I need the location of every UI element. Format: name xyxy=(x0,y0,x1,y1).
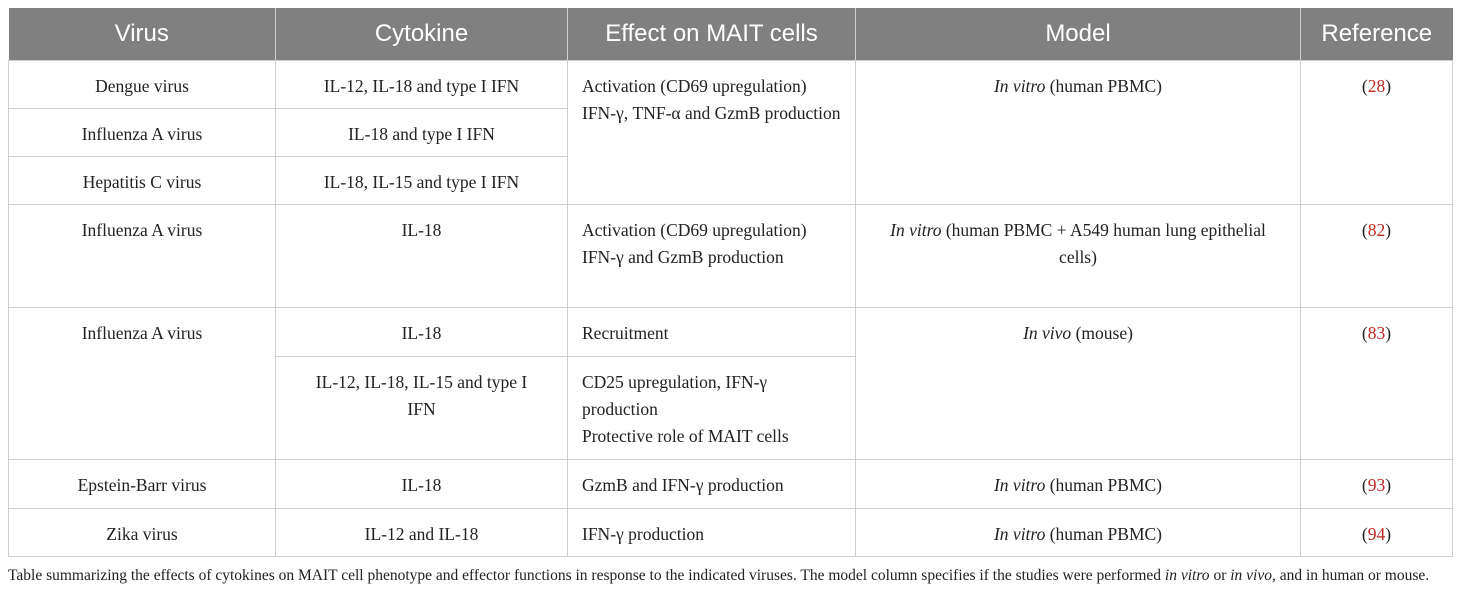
effect-line: IFN-γ and GzmB production xyxy=(582,247,784,267)
model-cell: In vivo (mouse) xyxy=(855,307,1301,460)
virus-cell: Hepatitis C virus xyxy=(8,156,276,205)
virus-cell: Epstein-Barr virus xyxy=(8,459,276,509)
header-cell: Cytokine xyxy=(275,8,568,61)
reference-cell: (83) xyxy=(1300,307,1453,460)
header-cell: Model xyxy=(855,8,1301,61)
effect-cell: Activation (CD69 upregulation) IFN-γ, TN… xyxy=(567,60,856,205)
paren: ( xyxy=(1361,323,1368,343)
model-text: (human PBMC) xyxy=(1045,475,1163,495)
header-cell: Reference xyxy=(1300,8,1453,61)
row: Influenza A virus IL-18 Recruitment In v… xyxy=(8,307,1453,460)
virus-cell: Zika virus xyxy=(8,508,276,557)
model-cell: In vitro (human PBMC + A549 human lung e… xyxy=(855,204,1301,308)
caption-italic: in vivo xyxy=(1230,567,1272,584)
virus-cell: Influenza A virus xyxy=(8,204,276,308)
reference-cell: (93) xyxy=(1300,459,1453,509)
reference-link[interactable]: 82 xyxy=(1367,220,1386,240)
reference-link[interactable]: 93 xyxy=(1367,475,1386,495)
row: Dengue virus IL-12, IL-18 and type I IFN… xyxy=(8,60,1453,205)
effect-cell: Recruitment xyxy=(567,307,856,357)
cytokine-cell: IL-18 xyxy=(275,307,568,357)
paren: ) xyxy=(1385,323,1392,343)
cytokine-cell: IL-18 xyxy=(275,204,568,308)
cytokine-cell: IL-18 and type I IFN xyxy=(275,108,568,157)
model-cell: In vitro (human PBMC) xyxy=(855,459,1301,509)
effect-line: GzmB and IFN-γ production xyxy=(582,475,784,495)
model-italic: In vitro xyxy=(890,220,942,240)
header-cell: Effect on MAIT cells xyxy=(567,8,856,61)
model-cell: In vitro (human PBMC) xyxy=(855,60,1301,205)
row: Influenza A virus IL-18 and type I IFN xyxy=(8,108,1453,157)
paren: ) xyxy=(1385,475,1392,495)
model-cell: In vitro (human PBMC) xyxy=(855,508,1301,557)
paren: ( xyxy=(1361,220,1368,240)
model-italic: In vitro xyxy=(993,76,1046,96)
table-caption: Table summarizing the effects of cytokin… xyxy=(8,565,1458,587)
model-italic: In vitro xyxy=(993,524,1046,544)
effect-line: IFN-γ production xyxy=(582,524,704,544)
row: Influenza A virus IL-18 Activation (CD69… xyxy=(8,204,1453,308)
model-text: (human PBMC) xyxy=(1045,76,1163,96)
table-head: Virus Cytokine Effect on MAIT cells Mode… xyxy=(8,8,1453,61)
effect-cell: Activation (CD69 upregulation) IFN-γ and… xyxy=(567,204,856,308)
caption-text: Table summarizing the effects of cytokin… xyxy=(8,567,1165,584)
data-table: Virus Cytokine Effect on MAIT cells Mode… xyxy=(8,8,1453,557)
effect-cell: IFN-γ production xyxy=(567,508,856,557)
reference-link[interactable]: 28 xyxy=(1367,76,1386,96)
paren: ) xyxy=(1385,220,1392,240)
effect-line: Recruitment xyxy=(582,323,669,343)
paren: ) xyxy=(1385,76,1392,96)
reference-link[interactable]: 83 xyxy=(1367,323,1386,343)
row: Zika virus IL-12 and IL-18 IFN-γ product… xyxy=(8,508,1453,557)
cytokine-cell: IL-12, IL-18, IL-15 and type I IFN xyxy=(275,356,568,460)
caption-text: , and in human or mouse. xyxy=(1271,567,1430,584)
effect-line: Protective role of MAIT cells xyxy=(582,426,789,446)
effect-cell: GzmB and IFN-γ production xyxy=(567,459,856,509)
cytokine-cell: IL-12, IL-18 and type I IFN xyxy=(275,60,568,109)
caption-italic: in vitro xyxy=(1164,567,1210,584)
table-body: Dengue virus IL-12, IL-18 and type I IFN… xyxy=(8,60,1453,557)
row: Hepatitis C virus IL-18, IL-15 and type … xyxy=(8,156,1453,205)
model-text: (mouse) xyxy=(1071,323,1133,343)
model-italic: In vivo xyxy=(1023,323,1072,343)
cytokine-cell: IL-18 xyxy=(275,459,568,509)
effect-line: IFN-γ, TNF-α and GzmB production xyxy=(582,103,841,123)
reference-cell: (94) xyxy=(1300,508,1453,557)
header-row: Virus Cytokine Effect on MAIT cells Mode… xyxy=(8,8,1453,61)
model-italic: In vitro xyxy=(993,475,1046,495)
virus-cell: Influenza A virus xyxy=(8,307,276,460)
virus-cell: Dengue virus xyxy=(8,60,276,109)
reference-cell: (82) xyxy=(1300,204,1453,308)
reference-link[interactable]: 94 xyxy=(1367,524,1386,544)
paren: ( xyxy=(1361,475,1368,495)
virus-cell: Influenza A virus xyxy=(8,108,276,157)
paren: ( xyxy=(1361,524,1368,544)
model-text: (human PBMC + A549 human lung epithelial… xyxy=(941,220,1266,267)
row: Epstein-Barr virus IL-18 GzmB and IFN-γ … xyxy=(8,459,1453,509)
row: IL-12, IL-18, IL-15 and type I IFN CD25 … xyxy=(9,356,1453,460)
header-cell: Virus xyxy=(8,8,276,61)
model-text: (human PBMC) xyxy=(1045,524,1163,544)
reference-cell: (28) xyxy=(1300,60,1453,205)
effect-line: CD25 upregulation, IFN-γ production xyxy=(582,372,768,419)
caption-text: or xyxy=(1209,567,1231,584)
effect-cell: CD25 upregulation, IFN-γ production Prot… xyxy=(567,356,856,460)
cytokine-cell: IL-18, IL-15 and type I IFN xyxy=(275,156,568,205)
paren: ) xyxy=(1385,524,1392,544)
effect-line: Activation (CD69 upregulation) xyxy=(582,76,807,96)
paren: ( xyxy=(1361,76,1368,96)
effect-line: Activation (CD69 upregulation) xyxy=(582,220,807,240)
cytokine-cell: IL-12 and IL-18 xyxy=(275,508,568,557)
